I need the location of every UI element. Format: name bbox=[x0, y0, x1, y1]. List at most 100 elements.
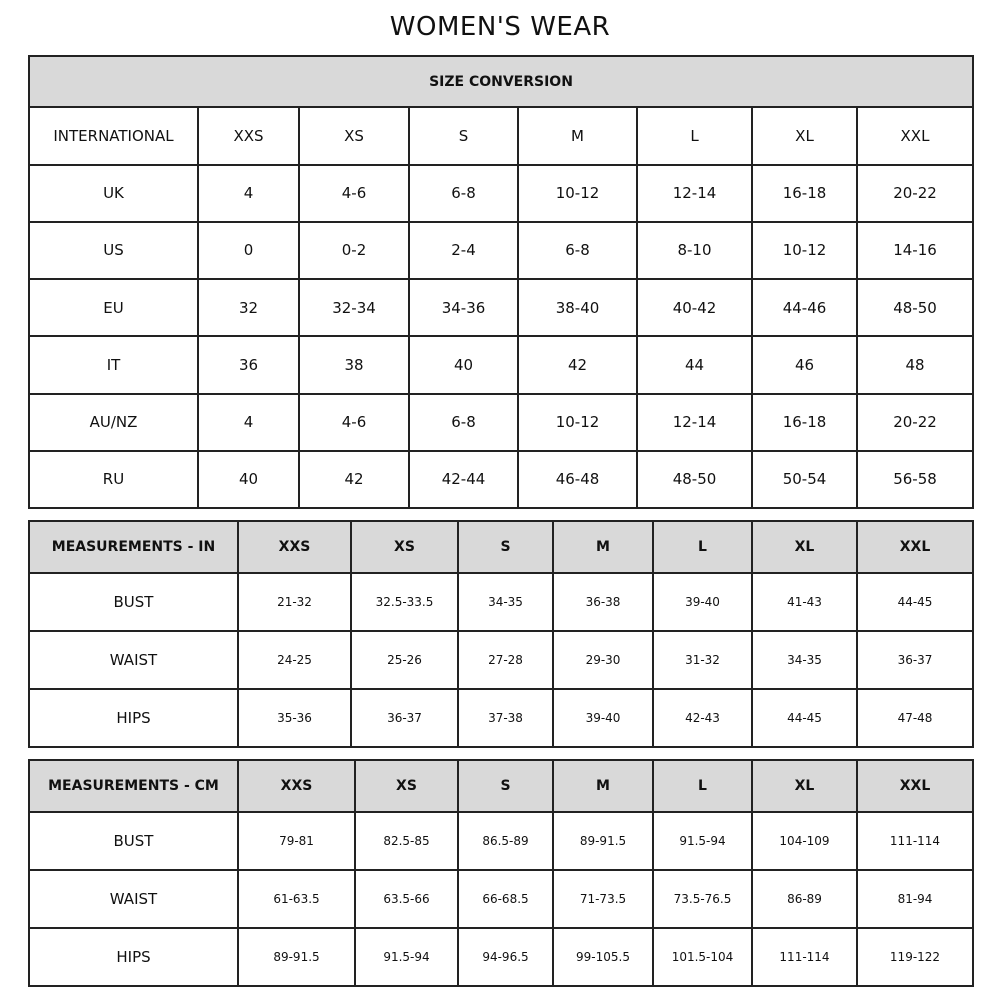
table-cell: 2-4 bbox=[408, 220, 519, 281]
table-cell: 14-16 bbox=[856, 220, 974, 281]
table-cell: 10-12 bbox=[517, 163, 638, 223]
table-row: HIPS 89-91.5 91.5-94 94-96.5 99-105.5 101.5-1… bbox=[28, 927, 974, 987]
column-header: XXS bbox=[197, 106, 300, 166]
column-header: XXL bbox=[856, 106, 974, 166]
column-header: MEASUREMENTS - IN bbox=[28, 519, 239, 575]
table-cell: 21-32 bbox=[237, 572, 352, 633]
table-cell: 94-96.5 bbox=[457, 927, 554, 987]
column-header: XXL bbox=[856, 519, 974, 575]
table-cell: 86-89 bbox=[751, 869, 858, 930]
table-cell: 10-12 bbox=[751, 220, 858, 281]
table-cell: 48-50 bbox=[856, 278, 974, 338]
table-cell: 101.5-104 bbox=[652, 927, 753, 987]
table-cell: 8-10 bbox=[636, 220, 753, 281]
table-cell: 29-30 bbox=[552, 630, 654, 691]
table-row: UK 4 4-6 6-8 10-12 12-14 16-18 20-22 bbox=[28, 163, 974, 223]
table-cell: 46 bbox=[751, 335, 858, 395]
column-header: S bbox=[457, 519, 554, 575]
column-header: M bbox=[552, 519, 654, 575]
table-cell: 12-14 bbox=[636, 392, 753, 452]
table-cell: 38-40 bbox=[517, 278, 638, 338]
column-header: INTERNATIONAL bbox=[28, 106, 199, 166]
table-cell: 6-8 bbox=[408, 392, 519, 452]
table-row: HIPS 35-36 36-37 37-38 39-40 42-43 44-45 47-48 bbox=[28, 688, 974, 748]
table-cell: 39-40 bbox=[652, 572, 753, 633]
table-cell: 99-105.5 bbox=[552, 927, 654, 987]
table-cell: 40 bbox=[197, 449, 300, 510]
table-cell: 44-46 bbox=[751, 278, 858, 338]
table-cell: 44-45 bbox=[856, 572, 974, 633]
row-label: EU bbox=[28, 278, 199, 338]
table-cell: 86.5-89 bbox=[457, 811, 554, 872]
table-cell: 6-8 bbox=[517, 220, 638, 281]
table-cell: 34-35 bbox=[457, 572, 554, 633]
table-cell: 111-114 bbox=[856, 811, 974, 872]
table-cell: 89-91.5 bbox=[552, 811, 654, 872]
table-cell: 89-91.5 bbox=[237, 927, 356, 987]
table-row: EU 32 32-34 34-36 38-40 40-42 44-46 48-50 bbox=[28, 278, 974, 338]
heading-row: SIZE CONVERSION bbox=[28, 54, 974, 109]
table-heading: SIZE CONVERSION bbox=[28, 54, 974, 109]
header-row: MEASUREMENTS - IN XXS XS S M L XL XXL bbox=[28, 519, 974, 575]
table-cell: 4-6 bbox=[298, 163, 410, 223]
table-cell: 6-8 bbox=[408, 163, 519, 223]
column-header: XXL bbox=[856, 758, 974, 814]
table-row: AU/NZ 4 4-6 6-8 10-12 12-14 16-18 20-22 bbox=[28, 392, 974, 452]
table-cell: 34-36 bbox=[408, 278, 519, 338]
column-header: L bbox=[652, 758, 753, 814]
table-cell: 63.5-66 bbox=[354, 869, 459, 930]
table-row: RU 40 42 42-44 46-48 48-50 50-54 56-58 bbox=[28, 449, 974, 510]
table-cell: 0 bbox=[197, 220, 300, 281]
table-cell: 37-38 bbox=[457, 688, 554, 748]
table-cell: 38 bbox=[298, 335, 410, 395]
table-cell: 20-22 bbox=[856, 163, 974, 223]
table-cell: 50-54 bbox=[751, 449, 858, 510]
table-cell: 119-122 bbox=[856, 927, 974, 987]
table-row: BUST 21-32 32.5-33.5 34-35 36-38 39-40 41-43 44… bbox=[28, 572, 974, 633]
table-cell: 32 bbox=[197, 278, 300, 338]
column-header: XS bbox=[350, 519, 459, 575]
table-cell: 47-48 bbox=[856, 688, 974, 748]
table-cell: 82.5-85 bbox=[354, 811, 459, 872]
table-cell: 42-44 bbox=[408, 449, 519, 510]
table-cell: 4 bbox=[197, 163, 300, 223]
table-cell: 40 bbox=[408, 335, 519, 395]
table-cell: 61-63.5 bbox=[237, 869, 356, 930]
column-header: S bbox=[408, 106, 519, 166]
table-cell: 20-22 bbox=[856, 392, 974, 452]
table-cell: 16-18 bbox=[751, 163, 858, 223]
column-header: XS bbox=[354, 758, 459, 814]
table-cell: 40-42 bbox=[636, 278, 753, 338]
row-label: US bbox=[28, 220, 199, 281]
row-label: WAIST bbox=[28, 630, 239, 691]
row-label: WAIST bbox=[28, 869, 239, 930]
table-cell: 25-26 bbox=[350, 630, 459, 691]
table-cell: 44 bbox=[636, 335, 753, 395]
table-cell: 4-6 bbox=[298, 392, 410, 452]
column-header: XXS bbox=[237, 519, 352, 575]
header-row: INTERNATIONAL XXS XS S M L XL XXL bbox=[28, 106, 974, 166]
column-header: M bbox=[517, 106, 638, 166]
row-label: HIPS bbox=[28, 688, 239, 748]
column-header: XS bbox=[298, 106, 410, 166]
table-row: BUST 79-81 82.5-85 86.5-89 89-91.5 91.5-94 104… bbox=[28, 811, 974, 872]
table-cell: 36-38 bbox=[552, 572, 654, 633]
table-row: WAIST 24-25 25-26 27-28 29-30 31-32 34-35 36-37 bbox=[28, 630, 974, 691]
table-cell: 104-109 bbox=[751, 811, 858, 872]
row-label: BUST bbox=[28, 811, 239, 872]
table-cell: 16-18 bbox=[751, 392, 858, 452]
table-cell: 4 bbox=[197, 392, 300, 452]
column-header: M bbox=[552, 758, 654, 814]
table-cell: 71-73.5 bbox=[552, 869, 654, 930]
table-row: WAIST 61-63.5 63.5-66 66-68.5 71-73.5 73.5-76… bbox=[28, 869, 974, 930]
row-label: AU/NZ bbox=[28, 392, 199, 452]
page-title: WOMEN'S WEAR bbox=[389, 12, 611, 42]
table-cell: 12-14 bbox=[636, 163, 753, 223]
table-row: IT 36 38 40 42 44 46 48 bbox=[28, 335, 974, 395]
table-cell: 42-43 bbox=[652, 688, 753, 748]
table-cell: 66-68.5 bbox=[457, 869, 554, 930]
table-cell: 35-36 bbox=[237, 688, 352, 748]
column-header: XL bbox=[751, 519, 858, 575]
table-row: US 0 0-2 2-4 6-8 8-10 10-12 14-16 bbox=[28, 220, 974, 281]
column-header: XL bbox=[751, 758, 858, 814]
